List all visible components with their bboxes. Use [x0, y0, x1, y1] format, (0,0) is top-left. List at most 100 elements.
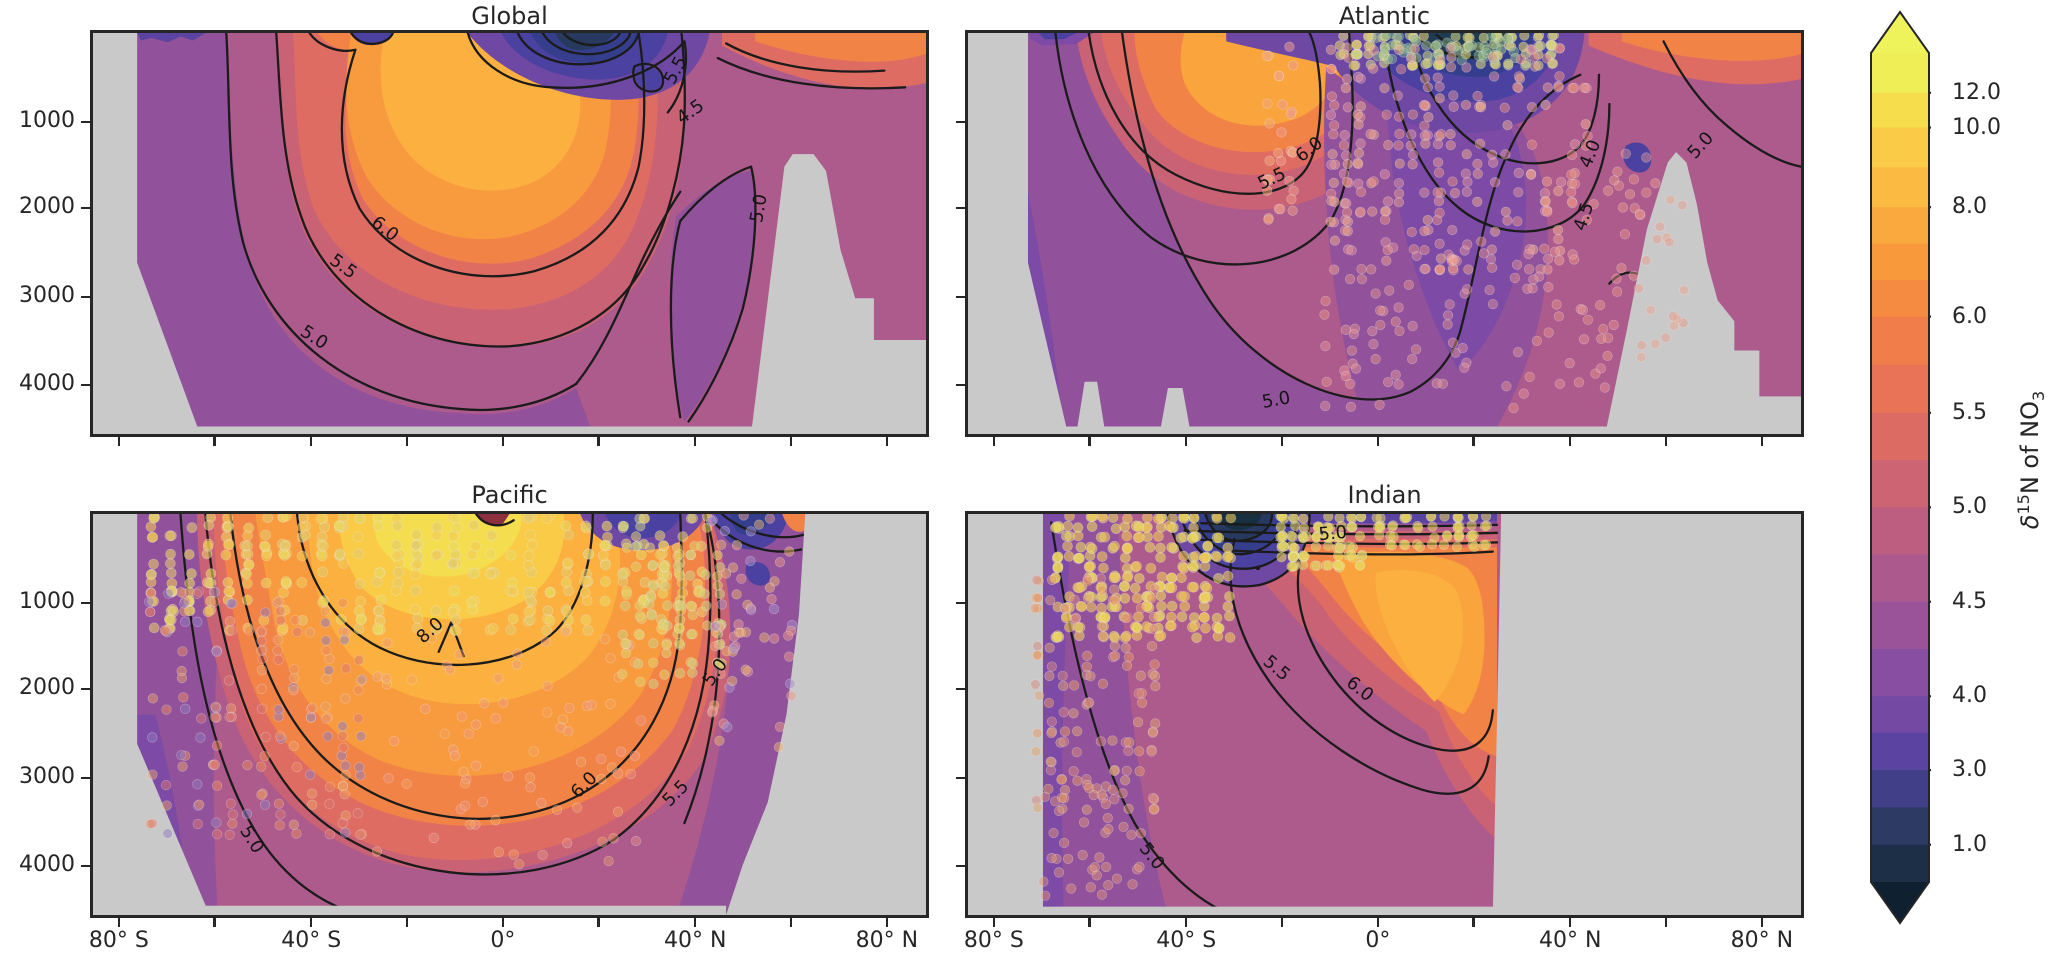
x-axis-tick	[1472, 918, 1475, 927]
y-axis-tick	[956, 120, 965, 124]
y-tick-label: 2000	[19, 674, 75, 700]
x-tick-label: 40° N	[664, 928, 727, 953]
colorbar-tick-label: 1.0	[1952, 831, 1987, 857]
contour-lines	[1050, 514, 1499, 912]
x-axis-tick	[117, 918, 120, 927]
x-axis-tick	[1664, 437, 1668, 446]
x-axis-tick	[1760, 437, 1764, 446]
x-axis-tick	[1088, 918, 1091, 927]
colorbar-tick-label: 3.0	[1952, 757, 1987, 783]
x-axis-tick	[1280, 918, 1284, 927]
y-tick-label: 3000	[19, 763, 75, 789]
colorbar-svg	[1870, 10, 1931, 925]
filled-contours	[93, 33, 926, 434]
x-axis-tick	[1088, 437, 1091, 446]
colorbar-tick-label: 4.0	[1952, 683, 1987, 709]
x-axis-tick	[597, 437, 600, 446]
y-tick-label: 3000	[19, 282, 75, 308]
colorbar-outline	[1870, 10, 1930, 925]
colorbar-tick-label: 12.0	[1952, 79, 2001, 105]
panel-global: 6.0 5.5 5.5 5.0 5.0 4.5	[90, 30, 929, 437]
colorbar-axis-label: δ15N of NO3	[2014, 391, 2048, 529]
scatter-points	[1262, 33, 1690, 414]
x-axis-tick	[1760, 918, 1764, 927]
y-axis-tick	[956, 206, 965, 210]
panel-title-global: Global	[471, 2, 548, 30]
colorbar-tick-label: 8.0	[1952, 194, 1987, 220]
y-axis-tick	[81, 687, 90, 691]
x-axis-tick	[1280, 437, 1284, 446]
y-axis-tick	[956, 383, 965, 387]
colorbar-tick-label: 5.0	[1952, 494, 1987, 520]
y-axis-tick	[81, 383, 90, 387]
colorbar-bands	[1871, 12, 1929, 923]
x-axis-tick	[992, 437, 995, 446]
land-mask	[968, 514, 1801, 915]
panel-indian: 5.0 5.5 6.0 5.0	[965, 511, 1804, 918]
x-tick-label: 80° N	[1730, 928, 1794, 953]
y-tick-label: 1000	[19, 108, 75, 134]
y-axis-tick	[956, 601, 965, 605]
panel-title-pacific: Pacific	[471, 481, 548, 509]
x-axis-tick	[1376, 437, 1380, 446]
x-axis-tick	[310, 918, 313, 927]
scatter-points	[1029, 514, 1492, 901]
x-axis-tick	[405, 437, 409, 446]
x-axis-tick	[992, 918, 995, 927]
x-axis-tick	[1472, 437, 1475, 446]
contour-plot-indian: 5.05.56.05.0	[968, 514, 1801, 915]
y-axis-tick	[81, 120, 90, 124]
x-tick-label: 80° S	[88, 928, 149, 953]
colorbar-tick-label: 4.5	[1952, 588, 1987, 614]
colorbar-label-subscript: 3	[2028, 390, 2048, 401]
panel-pacific: 8.0 6.0 5.5 5.0 5.0	[90, 511, 929, 918]
panel-title-indian: Indian	[1347, 481, 1422, 509]
x-axis-tick	[117, 437, 120, 446]
y-axis-tick	[956, 687, 965, 691]
delta-symbol: δ	[2016, 514, 2045, 530]
x-axis-tick	[789, 437, 793, 446]
y-tick-label: 4000	[19, 371, 75, 397]
svg-text:5.0: 5.0	[1318, 522, 1348, 545]
x-axis-tick	[1376, 918, 1380, 927]
x-tick-label: 0°	[490, 928, 516, 953]
x-axis-tick	[1185, 437, 1188, 446]
y-axis-tick	[81, 206, 90, 210]
y-axis-tick	[81, 776, 90, 780]
x-axis-tick	[501, 437, 505, 446]
svg-text:5.0: 5.0	[746, 192, 772, 224]
x-tick-label: 80° N	[855, 928, 919, 953]
y-axis-tick	[956, 776, 965, 780]
x-tick-label: 40° S	[1156, 928, 1217, 953]
colorbar-label-superscript: 15	[2014, 494, 2034, 515]
x-tick-label: 40° N	[1539, 928, 1602, 953]
colorbar-tick-label: 6.0	[1952, 303, 1987, 329]
x-axis-tick	[885, 437, 889, 446]
y-axis-tick	[81, 295, 90, 299]
y-tick-label: 1000	[19, 589, 75, 615]
colorbar-tick-label: 5.5	[1952, 399, 1987, 425]
y-tick-label: 2000	[19, 193, 75, 219]
contour-lines	[179, 514, 805, 912]
x-axis-tick	[310, 437, 313, 446]
panel-atlantic: 6.0 5.5 5.0 4.5 4.0 5.0	[965, 30, 1804, 437]
colorbar-label-text: N of NO	[2016, 400, 2045, 495]
y-axis-tick	[81, 864, 90, 868]
panel-title-atlantic: Atlantic	[1338, 2, 1431, 30]
x-axis-tick	[405, 918, 409, 927]
x-tick-label: 40° S	[281, 928, 342, 953]
y-axis-tick	[81, 601, 90, 605]
x-axis-tick	[1664, 918, 1668, 927]
x-axis-tick	[597, 918, 600, 927]
contour-plot-atlantic: 6.05.55.04.54.0 5.0	[968, 33, 1801, 434]
x-tick-label: 80° S	[963, 928, 1024, 953]
x-tick-label: 0°	[1365, 928, 1391, 953]
x-axis-tick	[1569, 918, 1572, 927]
x-axis-tick	[213, 437, 216, 446]
x-axis-tick	[1569, 437, 1572, 446]
y-axis-tick	[956, 864, 965, 868]
y-axis-tick	[956, 295, 965, 299]
colorbar-tick-label: 10.0	[1952, 114, 2001, 140]
x-axis-tick	[213, 918, 216, 927]
